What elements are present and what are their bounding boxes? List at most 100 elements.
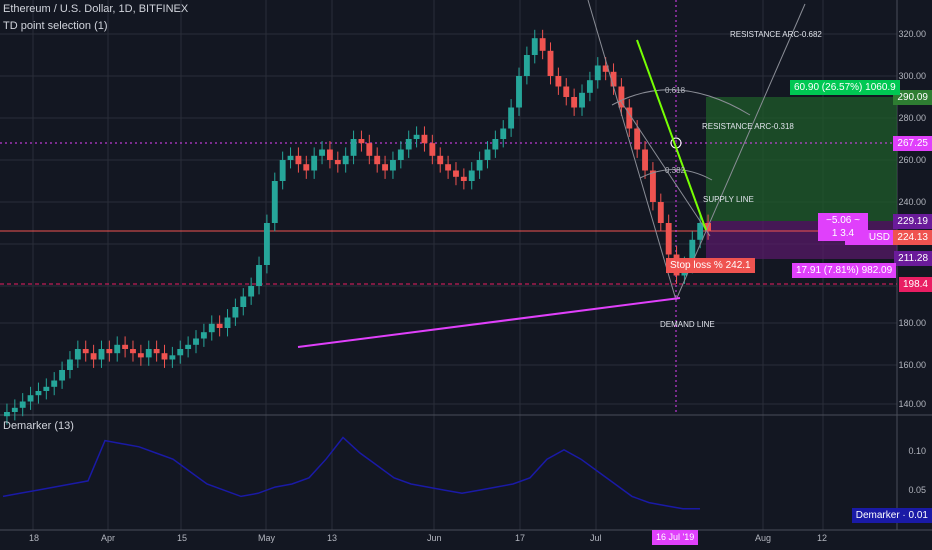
candle-body bbox=[634, 128, 641, 150]
price-label: 180.00 bbox=[898, 318, 926, 328]
time-label: 13 bbox=[327, 533, 338, 543]
candle-body bbox=[547, 50, 554, 76]
candle-body bbox=[689, 239, 696, 265]
candle-body bbox=[287, 155, 294, 160]
candle-body bbox=[397, 149, 404, 160]
candle-body bbox=[193, 338, 199, 345]
demand-line[interactable] bbox=[297, 297, 681, 348]
candle-body bbox=[366, 143, 373, 156]
candle-body bbox=[500, 128, 507, 139]
candle-body bbox=[413, 134, 420, 139]
candle-body bbox=[649, 170, 656, 202]
time-label: 12 bbox=[817, 533, 828, 543]
candle-body bbox=[303, 164, 310, 171]
cursor-date-tag: 16 Jul '19 bbox=[652, 530, 699, 545]
candle-body bbox=[169, 355, 176, 360]
candle-body bbox=[421, 134, 428, 144]
stop-loss-box[interactable]: Stop loss % 242.1 bbox=[666, 258, 755, 273]
candle-body bbox=[358, 139, 365, 144]
candle-body bbox=[531, 38, 538, 55]
candle-body bbox=[657, 202, 664, 223]
candle-body bbox=[161, 353, 168, 360]
price-label: 300.00 bbox=[898, 71, 926, 81]
candle-body bbox=[224, 317, 231, 328]
candle-body bbox=[579, 92, 585, 108]
candle-body bbox=[295, 155, 302, 165]
price-label: 240.00 bbox=[898, 197, 926, 207]
candle-body bbox=[256, 265, 262, 286]
candle-body bbox=[248, 286, 255, 297]
indicator-title[interactable]: TD point selection (1) bbox=[3, 20, 108, 32]
candle-body bbox=[342, 155, 349, 165]
candle-body bbox=[67, 359, 73, 370]
target-measure-box[interactable]: 60.90 (26.57%) 1060.9 bbox=[790, 80, 900, 95]
sub-label: 0.05 bbox=[908, 485, 926, 495]
price-tag-224: 224.13 bbox=[893, 230, 932, 245]
price-label: 160.00 bbox=[898, 360, 926, 370]
candle-body bbox=[319, 149, 325, 156]
price-label: 140.00 bbox=[898, 399, 926, 409]
candle-body bbox=[508, 107, 515, 129]
candle-body bbox=[98, 349, 105, 360]
candle-body bbox=[405, 139, 412, 150]
candle-body bbox=[445, 164, 452, 171]
symbol-title[interactable]: Ethereum / U.S. Dollar, 1D, BITFINEX bbox=[3, 3, 189, 15]
candle-body bbox=[122, 344, 129, 349]
candle-body bbox=[437, 155, 444, 165]
demarker-line[interactable] bbox=[2, 436, 700, 510]
grid-lines bbox=[0, 0, 897, 530]
candle-body bbox=[555, 76, 562, 87]
candle-body bbox=[523, 55, 530, 76]
candle-body bbox=[586, 80, 593, 93]
candle-body bbox=[602, 65, 609, 72]
time-label: Aug bbox=[755, 533, 772, 543]
candle-body bbox=[460, 176, 467, 181]
risk-measure-box[interactable]: −5.06 ~ 1 3.4 bbox=[818, 213, 868, 241]
price-label: 260.00 bbox=[898, 155, 926, 165]
time-label: 17 bbox=[515, 533, 526, 543]
time-label: 18 bbox=[29, 533, 40, 543]
resistance-arc-1-label[interactable]: RESISTANCE ARC-0.682 bbox=[730, 30, 822, 39]
price-tag-211: 211.28 bbox=[894, 251, 932, 266]
candle-body bbox=[326, 149, 333, 160]
candle-body bbox=[539, 38, 546, 51]
candle-body bbox=[145, 349, 152, 358]
demand-line-label[interactable]: DEMAND LINE bbox=[660, 320, 715, 329]
candle-body bbox=[279, 160, 286, 181]
candle-body bbox=[177, 349, 184, 356]
price-tag-229: 229.19 bbox=[893, 214, 932, 229]
candle-body bbox=[232, 307, 239, 318]
candle-body bbox=[216, 323, 223, 328]
candle-body bbox=[642, 149, 648, 171]
candle-body bbox=[516, 76, 522, 108]
candle-body bbox=[453, 170, 459, 177]
candle-body bbox=[114, 344, 121, 354]
candle-body bbox=[390, 160, 396, 171]
candle-body bbox=[82, 349, 89, 354]
candle-body bbox=[137, 353, 144, 358]
candle-body bbox=[334, 160, 341, 165]
candle-body bbox=[484, 149, 491, 160]
candle-body bbox=[594, 65, 601, 81]
time-label: Jul bbox=[590, 533, 602, 543]
supply-line-label[interactable]: SUPPLY LINE bbox=[703, 195, 754, 204]
candle-body bbox=[263, 223, 270, 265]
demarker-value-tag: Demarker · 0.01 bbox=[851, 508, 932, 523]
resistance-arc-2-label[interactable]: RESISTANCE ARC-0.318 bbox=[702, 122, 794, 131]
price-tag-267: 267.25 bbox=[893, 136, 932, 151]
supply-line[interactable] bbox=[636, 39, 707, 231]
candle-body bbox=[185, 344, 192, 349]
candle-body bbox=[697, 223, 704, 240]
candle-body bbox=[374, 155, 381, 165]
candle-body bbox=[208, 323, 215, 333]
fib-fan[interactable] bbox=[587, 0, 806, 301]
candle-body bbox=[626, 107, 633, 129]
fib-382-label: 0.382 bbox=[665, 166, 686, 175]
candle-body bbox=[74, 349, 81, 360]
loss-measure-box[interactable]: 17.91 (7.81%) 982.09 bbox=[792, 263, 897, 278]
candle-body bbox=[106, 349, 113, 354]
candle-body bbox=[35, 391, 42, 396]
demarker-title[interactable]: Demarker (13) bbox=[3, 420, 74, 432]
candle-body bbox=[492, 139, 499, 150]
